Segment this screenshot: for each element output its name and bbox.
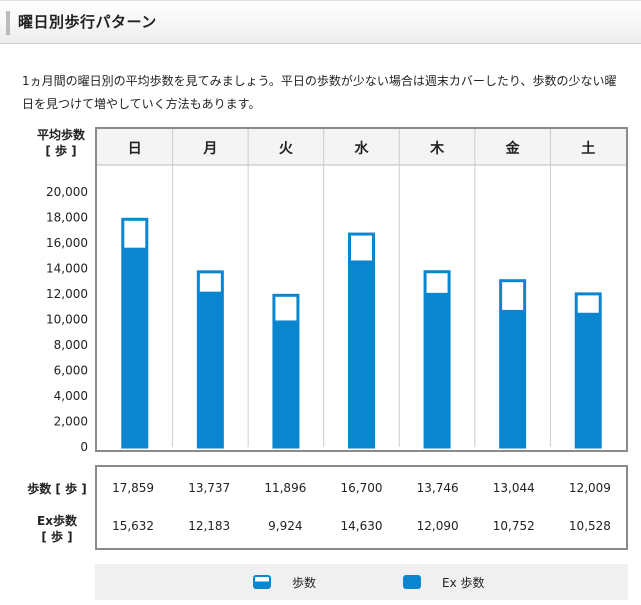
ex-steps-bar — [576, 312, 601, 447]
ex-steps-row-label-line2: [ 歩 ] — [41, 530, 73, 544]
y-axis-title-line2: [ 歩 ] — [45, 144, 77, 158]
day-label: 金 — [505, 140, 521, 157]
ex-steps-bar — [198, 291, 223, 447]
ex-steps-row-label-line1: Ex歩数 — [37, 514, 77, 528]
y-tick-label: 12,000 — [46, 287, 88, 301]
steps-value-cell: 16,700 — [340, 481, 383, 495]
y-tick-label: 16,000 — [46, 236, 88, 250]
chart-header-row — [97, 129, 626, 165]
ex-steps-bar — [349, 260, 374, 447]
steps-legend-label: 歩数 — [292, 576, 317, 590]
legend: 歩数 Ex 歩数 — [95, 564, 628, 600]
ex-steps-value-cell: 14,630 — [340, 519, 383, 533]
ex-steps-value-cell: 10,752 — [492, 519, 535, 533]
steps-value-cell: 17,859 — [112, 481, 155, 495]
ex-steps-legend-label: Ex 歩数 — [442, 576, 485, 590]
steps-value-cell: 13,746 — [416, 481, 459, 495]
day-label: 日 — [128, 141, 142, 157]
y-axis-title: 平均歩数 [ 歩 ] — [28, 127, 94, 159]
steps-value-cell: 13,044 — [492, 481, 535, 495]
ex-steps-value-cell: 12,183 — [188, 519, 231, 533]
day-label: 月 — [202, 141, 217, 157]
section-header: 曜日別歩行パターン — [0, 0, 641, 44]
ex-steps-row-label: Ex歩数 [ 歩 ] — [22, 513, 92, 545]
y-tick-label: 8,000 — [54, 338, 88, 352]
y-tick-label: 20,000 — [46, 185, 88, 199]
ex-steps-bar — [122, 247, 147, 447]
ex-steps-bar — [500, 309, 525, 447]
section-title: 曜日別歩行パターン — [18, 13, 157, 31]
description-text: 1ヵ月間の曜日別の平均歩数を見てみましょう。平日の歩数が少ない場合は週末カバーし… — [22, 74, 617, 111]
y-tick-label: 0 — [80, 440, 88, 454]
y-tick-label: 6,000 — [54, 364, 88, 378]
steps-value-cell: 11,896 — [264, 481, 307, 495]
header-accent-bar — [6, 11, 10, 35]
steps-row-label: 歩数 [ 歩 ] — [27, 482, 87, 496]
values-table — [95, 465, 628, 550]
ex-steps-value-cell: 10,528 — [568, 519, 611, 533]
day-label: 火 — [279, 141, 294, 157]
y-axis-title-line1: 平均歩数 — [36, 128, 85, 142]
steps-value-cell: 13,737 — [188, 481, 231, 495]
y-tick-label: 10,000 — [46, 313, 88, 327]
ex-steps-value-cell: 12,090 — [416, 519, 459, 533]
y-tick-label: 14,000 — [46, 262, 88, 276]
ex-steps-bar — [425, 292, 450, 447]
steps-value-cell: 12,009 — [568, 481, 611, 495]
y-tick-label: 2,000 — [54, 415, 88, 429]
steps-legend-icon — [253, 575, 271, 589]
y-tick-label: 18,000 — [46, 211, 88, 225]
y-tick-label: 4,000 — [54, 389, 88, 403]
ex-steps-value-cell: 9,924 — [268, 519, 303, 533]
day-label: 水 — [355, 140, 370, 157]
day-label: 土 — [581, 140, 595, 157]
ex-steps-value-cell: 15,632 — [112, 519, 155, 533]
ex-steps-legend-icon — [403, 575, 421, 589]
ex-steps-bar — [273, 320, 298, 447]
day-label: 木 — [429, 140, 445, 157]
